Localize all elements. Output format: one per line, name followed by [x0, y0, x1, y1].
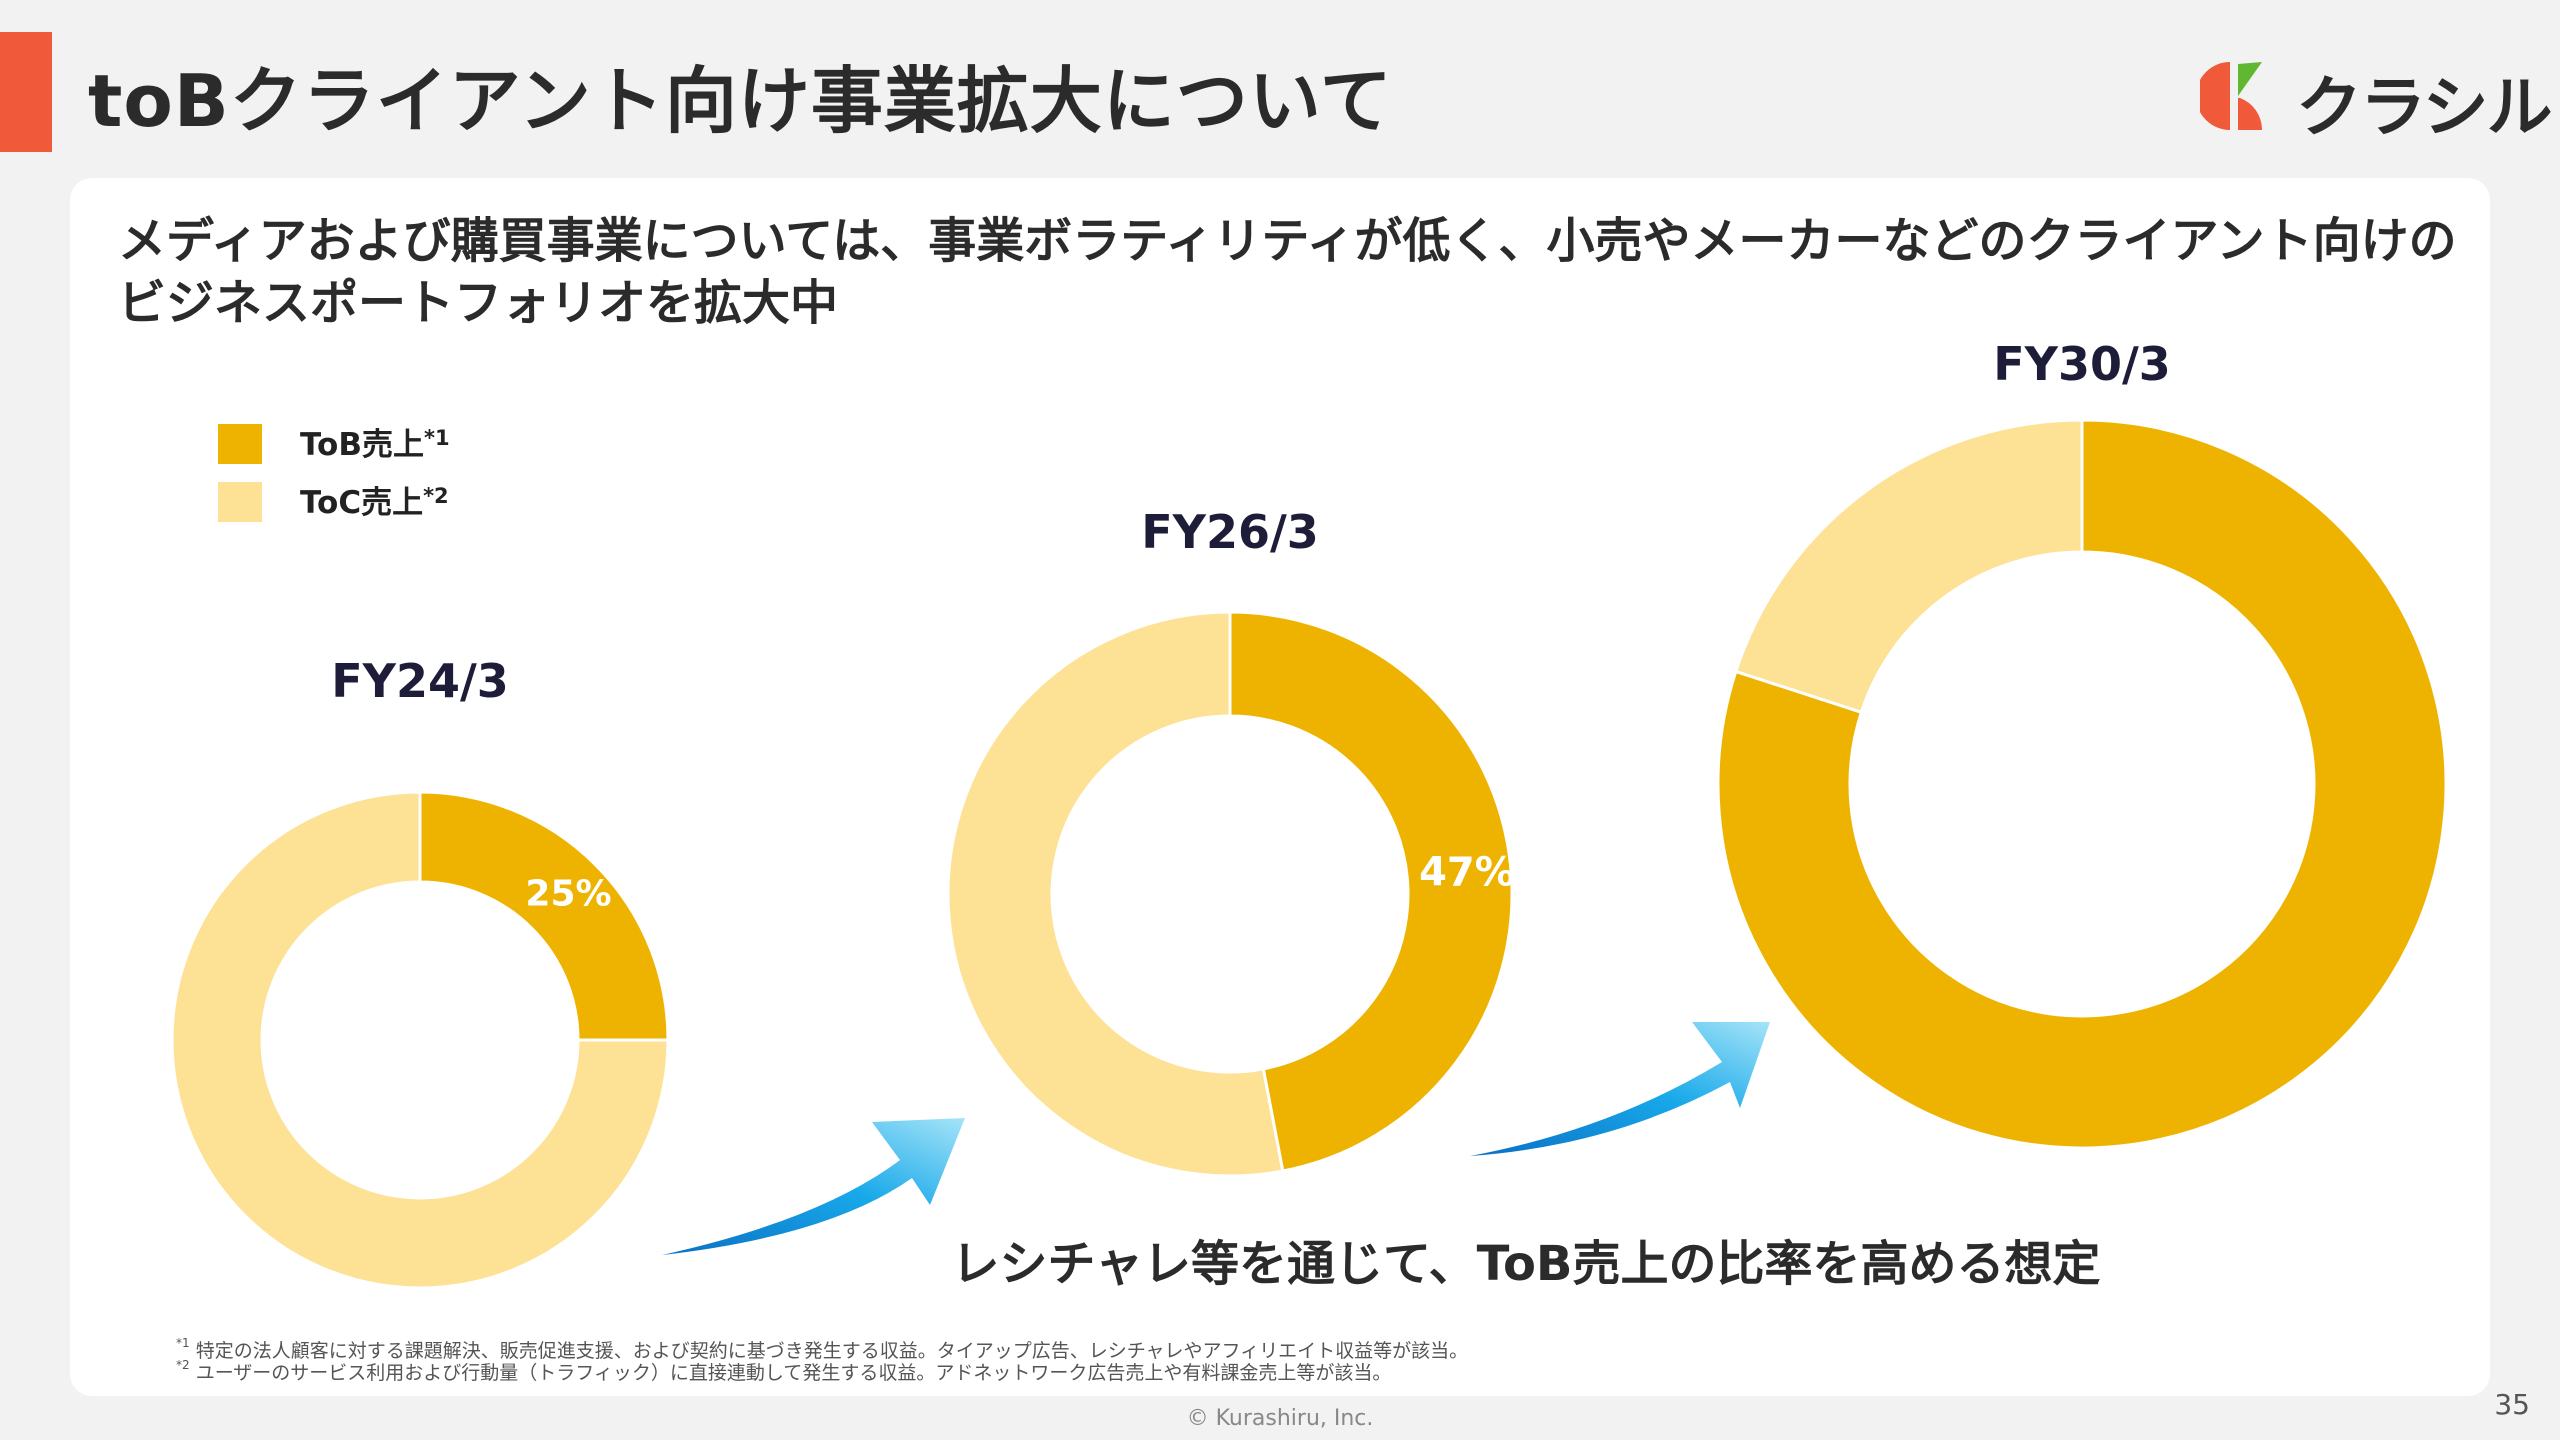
- chart-title-fy24: FY24/3: [331, 654, 509, 708]
- legend-swatch-tob: [218, 424, 262, 464]
- page-number: 35: [2494, 1388, 2530, 1421]
- data-label-fy26: 47%: [1419, 850, 1515, 896]
- footnote-1: *1 特定の法人顧客に対する課題解決、販売促進支援、および契約に基づき発生する収…: [176, 1336, 1469, 1362]
- slice-toc-fy30: [1733, 418, 2084, 715]
- donut-chart-fy30: FY30/3: [1716, 337, 2448, 1150]
- slice-tob-fy24: [418, 790, 670, 1042]
- chart-annotation: レシチャレ等を通じて、ToB売上の比率を高める想定: [951, 1236, 2100, 1292]
- donut-chart-fy26: FY26/3 47%: [946, 505, 1515, 1178]
- data-label-fy24: 25%: [525, 874, 611, 915]
- slice-tob-fy30: [1716, 418, 2448, 1150]
- legend-swatch-toc: [218, 482, 262, 522]
- kurashiru-logo-icon: [2196, 62, 2263, 130]
- growth-arrow-2: [1470, 1022, 1770, 1156]
- legend-label-toc: ToC売上*2: [300, 484, 449, 521]
- copyright: © Kurashiru, Inc.: [1186, 1406, 1374, 1431]
- donut-chart-fy24: FY24/3 25%: [170, 654, 670, 1290]
- kurashiru-logo: クラシル: [2196, 52, 2553, 146]
- growth-arrow-1: [662, 1118, 965, 1255]
- title-accent-bar: [0, 32, 52, 152]
- page-title: toBクライアント向け事業拡大について: [88, 59, 1393, 143]
- slice-tob-fy26: [1228, 610, 1514, 1173]
- slice-toc-fy26: [946, 610, 1285, 1178]
- chart-title-fy30: FY30/3: [1993, 337, 2171, 391]
- logo-text: クラシル: [2296, 69, 2553, 146]
- slice-toc-fy24: [170, 790, 670, 1290]
- chart-title-fy26: FY26/3: [1141, 505, 1319, 559]
- footnote-2: *2 ユーザーのサービス利用および行動量（トラフィック）に直接連動して発生する収…: [176, 1358, 1392, 1384]
- legend-label-tob: ToB売上*1: [300, 426, 450, 463]
- lead-text: メディアおよび購買事業については、事業ボラティリティが低く、小売やメーカーなどの…: [118, 213, 2457, 331]
